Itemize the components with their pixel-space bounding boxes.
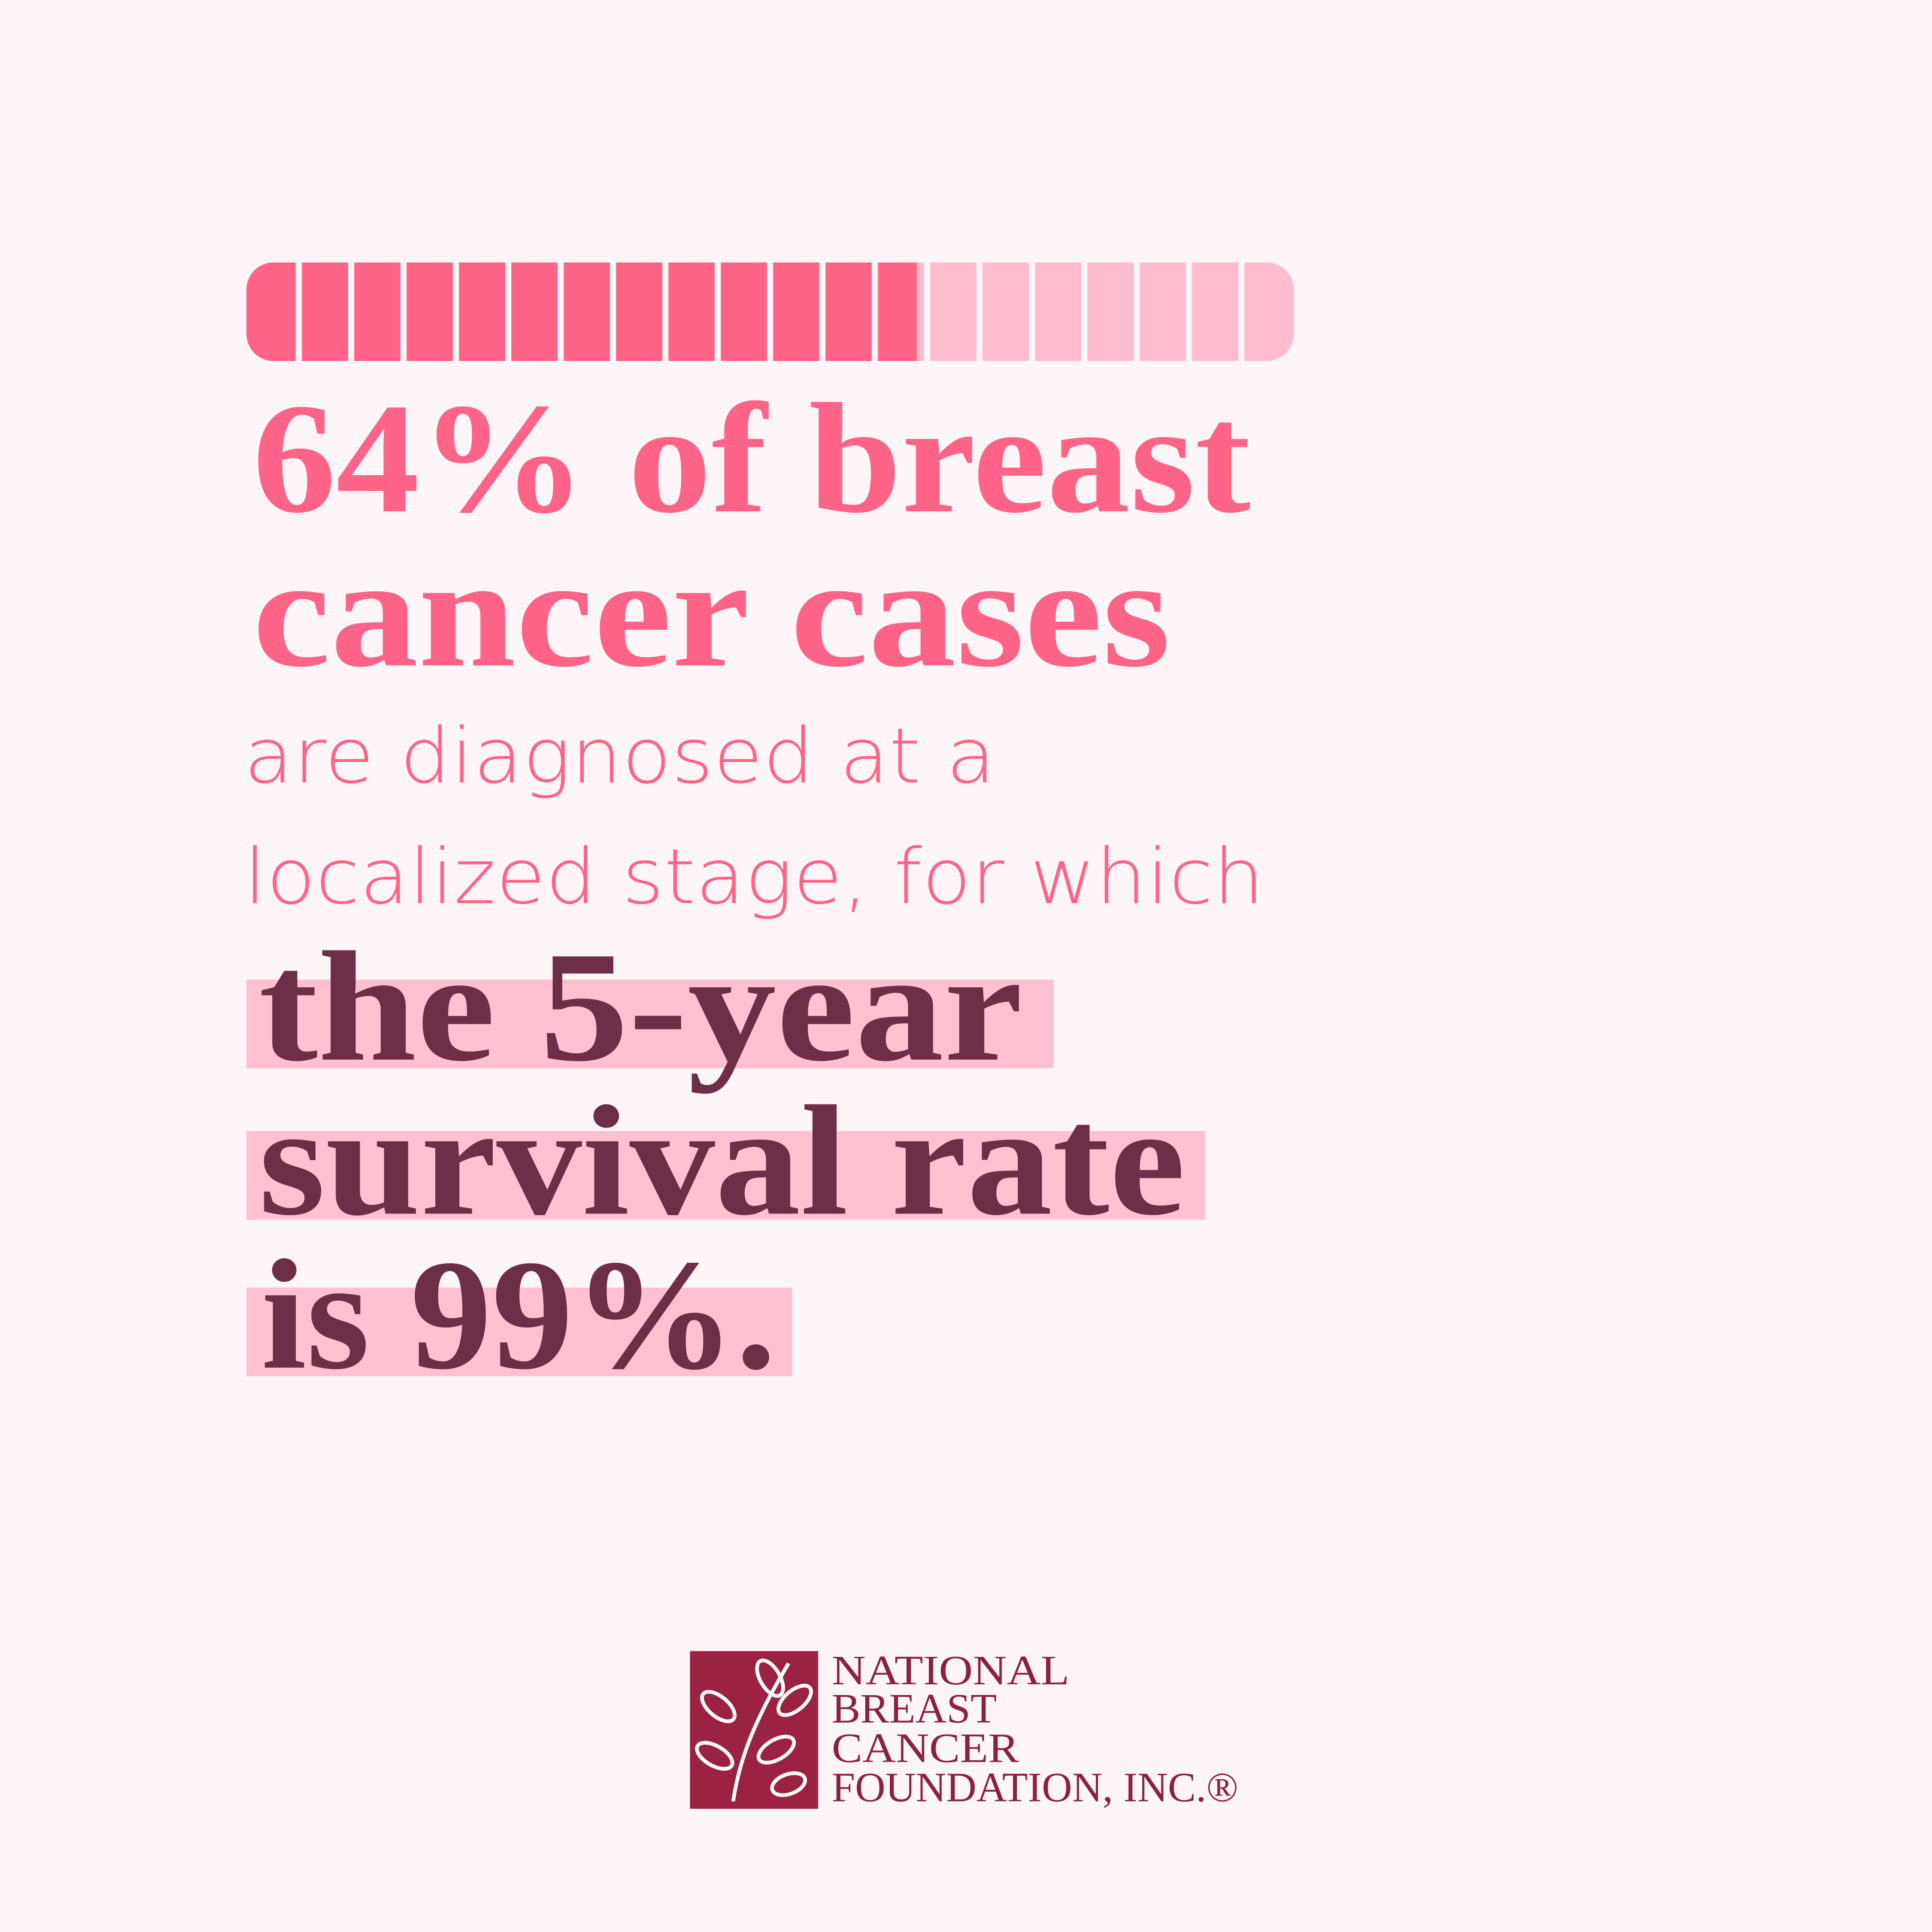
logo-text: BREAST xyxy=(832,1686,997,1732)
logo: NATIONAL BREAST CANCER FOUNDATION, INC.® xyxy=(690,1647,1238,1811)
logo-text: NATIONAL xyxy=(832,1647,1070,1694)
highlight-band xyxy=(246,1287,792,1377)
logo-text: CANCER xyxy=(832,1725,1019,1771)
headline: 64% of breast xyxy=(252,371,1252,546)
progress-fill xyxy=(246,262,917,361)
progress-bar xyxy=(246,262,1294,361)
body-text: localized stage, for which xyxy=(244,832,1264,921)
headline: cancer cases xyxy=(252,525,1171,700)
highlight-text: survival rate xyxy=(259,1074,1186,1248)
highlight-band xyxy=(246,980,1054,1068)
highlight-text: the 5-year xyxy=(259,920,1023,1094)
logo-leaves xyxy=(695,1658,813,1802)
body-text: are diagnosed at a xyxy=(244,712,995,801)
highlight-text: is 99%. xyxy=(261,1228,776,1402)
logo-text: FOUNDATION, INC.® xyxy=(832,1765,1238,1811)
highlight-band xyxy=(246,1131,1205,1220)
